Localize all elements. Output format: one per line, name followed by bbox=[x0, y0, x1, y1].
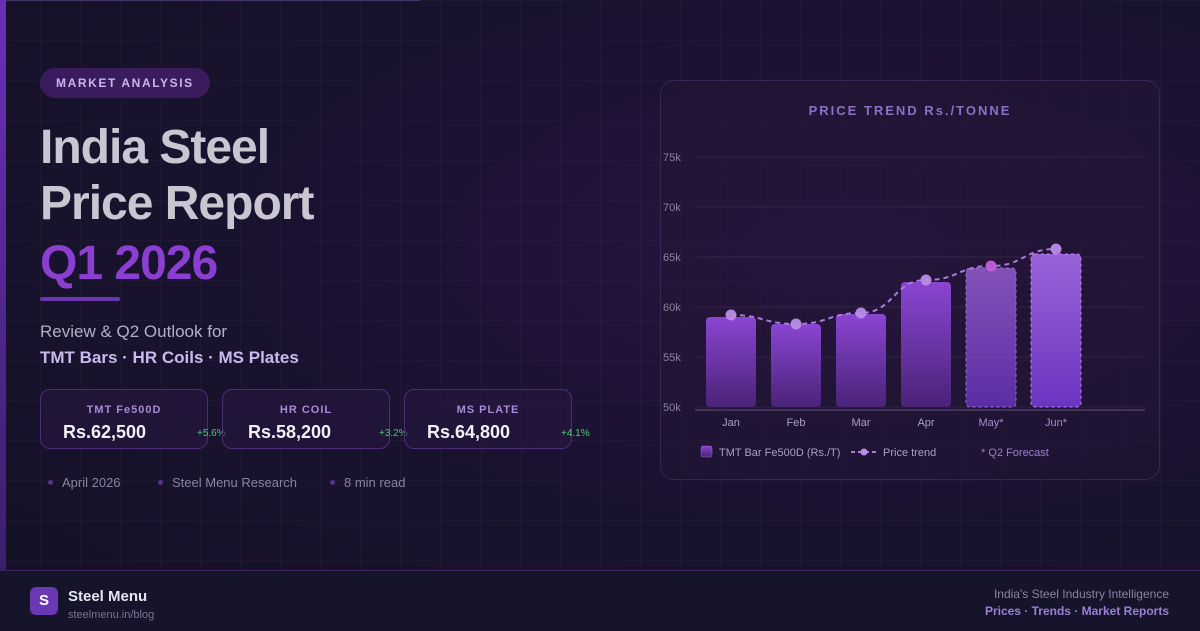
footer: S Steel Menu steelmenu.in/blog India's S… bbox=[0, 570, 1200, 631]
legend-bar-label: TMT Bar Fe500D (Rs./T) bbox=[719, 447, 840, 459]
title-accent: Q1 2026 bbox=[40, 237, 218, 290]
title-underline bbox=[40, 297, 120, 301]
trend-point bbox=[855, 307, 867, 319]
legend-bar-swatch bbox=[700, 445, 713, 458]
meta-author: Steel Menu Research bbox=[158, 475, 297, 490]
bar-may bbox=[965, 267, 1017, 408]
forecast-note: * Q2 Forecast bbox=[981, 447, 1049, 459]
trend-point bbox=[790, 318, 802, 330]
y-tick-label: 60k bbox=[663, 302, 681, 314]
y-tick-label: 55k bbox=[663, 352, 681, 364]
site-url[interactable]: steelmenu.in/blog bbox=[68, 609, 155, 621]
x-tick-label: Jan bbox=[722, 417, 740, 429]
trend-point bbox=[1050, 243, 1062, 255]
footer-tagline: India's Steel Industry Intelligence bbox=[993, 587, 1169, 601]
category-badge: MARKET ANALYSIS bbox=[40, 68, 210, 98]
page-title: India Steel Price Report Q1 2026 bbox=[40, 120, 314, 292]
x-tick-label: May* bbox=[978, 417, 1004, 429]
stat-label: HR COIL bbox=[279, 404, 333, 416]
stat-card-ms-plate: MS PLATE Rs.64,800 +4.1% bbox=[404, 389, 590, 449]
subtitle: Review & Q2 Outlook for bbox=[40, 322, 228, 341]
stat-value: Rs.62,500 bbox=[63, 422, 147, 442]
brand-name[interactable]: Steel Menu bbox=[68, 588, 148, 605]
bar-feb bbox=[771, 324, 821, 407]
meta-read-time-text: 8 min read bbox=[344, 475, 406, 490]
bullet-icon bbox=[330, 480, 335, 486]
bar-apr bbox=[901, 282, 951, 407]
accent-bar bbox=[0, 0, 6, 570]
trend-line bbox=[730, 248, 1057, 326]
stat-card-hr-coil: HR COIL Rs.58,200 +3.2% bbox=[222, 389, 408, 449]
logo-icon[interactable]: S bbox=[30, 587, 58, 615]
x-tick-label: Mar bbox=[852, 417, 871, 429]
stat-change: +5.6% bbox=[197, 428, 226, 439]
y-tick-label: 70k bbox=[663, 202, 681, 214]
title-line-2: Price Report bbox=[40, 177, 314, 230]
y-tick-label: 75k bbox=[663, 152, 681, 164]
trend-point bbox=[920, 274, 932, 286]
stat-value: Rs.58,200 bbox=[248, 422, 332, 442]
x-tick-label: Feb bbox=[787, 417, 806, 429]
legend-line-label: Price trend bbox=[883, 447, 936, 459]
bullet-icon bbox=[48, 480, 53, 486]
footer-links[interactable]: Prices · Trends · Market Reports bbox=[984, 604, 1169, 618]
meta-author-text: Steel Menu Research bbox=[172, 475, 298, 490]
bullet-icon bbox=[158, 480, 163, 486]
legend-line-point bbox=[860, 448, 868, 456]
meta-read-time: 8 min read bbox=[330, 475, 405, 490]
price-trend-chart: 50k 55k 60k 65k 70k 75k Jan Feb Mar Apr May* Jun* TM… bbox=[663, 152, 1145, 459]
chart-card: PRICE TREND Rs./TONNE 50k 55k 60k 65k 70k 75k… bbox=[660, 80, 1160, 480]
meta-date-text: April 2026 bbox=[62, 475, 121, 490]
stat-label: MS PLATE bbox=[456, 404, 520, 416]
meta-date: April 2026 bbox=[48, 475, 121, 490]
y-tick-label: 65k bbox=[663, 252, 681, 264]
trend-point bbox=[725, 309, 737, 321]
stat-card-tmt: TMT Fe500D Rs.62,500 +5.6% bbox=[40, 389, 226, 449]
bar-jan bbox=[706, 317, 756, 407]
stat-label: TMT Fe500D bbox=[86, 404, 162, 416]
stat-change: +3.2% bbox=[379, 428, 408, 439]
stat-value: Rs.64,800 bbox=[427, 422, 511, 442]
trend-point bbox=[985, 260, 997, 272]
y-tick-label: 50k bbox=[663, 402, 681, 414]
x-tick-label: Apr bbox=[917, 417, 934, 429]
chart-title: PRICE TREND Rs./TONNE bbox=[808, 103, 1012, 118]
top-divider bbox=[0, 0, 420, 1]
bar-jun bbox=[1030, 253, 1082, 408]
stat-change: +4.1% bbox=[561, 428, 590, 439]
bar-mar bbox=[836, 314, 886, 407]
title-line-1: India Steel bbox=[40, 121, 270, 174]
x-tick-label: Jun* bbox=[1045, 417, 1068, 429]
product-list: TMT Bars · HR Coils · MS Plates bbox=[40, 348, 299, 367]
